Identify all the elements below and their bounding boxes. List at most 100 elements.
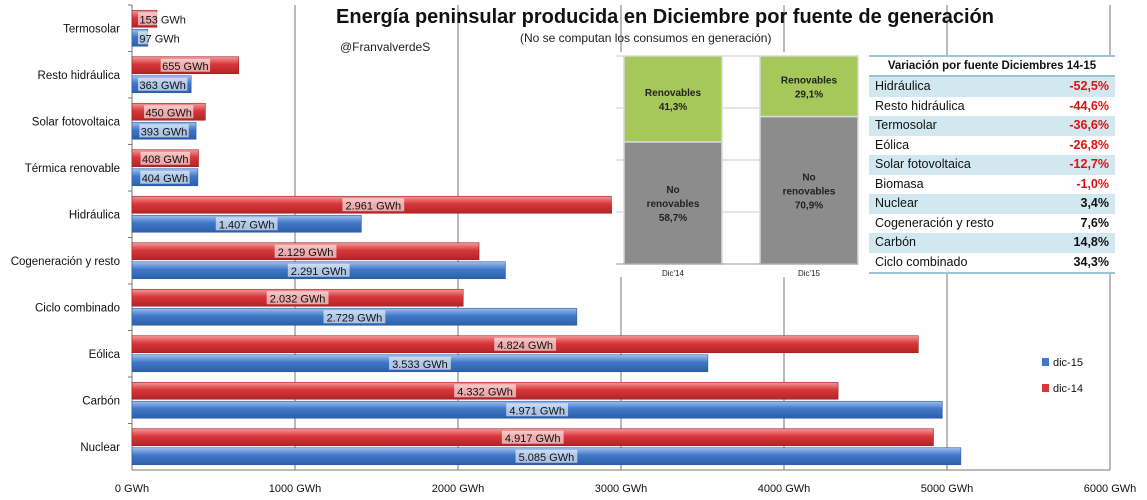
data-label-bg bbox=[143, 105, 194, 119]
row-value: -52,5% bbox=[1069, 79, 1109, 93]
data-label-bg bbox=[323, 310, 386, 324]
category-label: Solar fotovoltaica bbox=[32, 116, 121, 128]
data-label: 408 GWh bbox=[142, 154, 188, 166]
table-row: Hidráulica -52,5% bbox=[869, 77, 1115, 97]
table-row: Resto hidráulica -44,6% bbox=[869, 97, 1115, 117]
row-label: Resto hidráulica bbox=[875, 98, 965, 113]
legend-label: dic-15 bbox=[1053, 357, 1083, 369]
data-label-bg bbox=[140, 151, 190, 165]
row-value: 34,3% bbox=[1073, 254, 1109, 269]
row-value: 7,6% bbox=[1080, 215, 1110, 230]
inset-segment-label: No bbox=[802, 172, 815, 183]
chart-title: Energía peninsular producida en Diciembr… bbox=[336, 6, 994, 28]
table-row: Eólica -26,8% bbox=[869, 136, 1115, 156]
row-value: 14,8% bbox=[1073, 235, 1109, 249]
table-row: Carbón 14,8% bbox=[869, 233, 1115, 253]
table-title: Variación por fuente Diciembres 14-15 bbox=[869, 55, 1115, 77]
legend-swatch bbox=[1042, 358, 1049, 366]
data-label: 97 GWh bbox=[139, 33, 179, 45]
inset-segment-label: renovables bbox=[783, 186, 836, 197]
inset-segment-label: renovables bbox=[647, 199, 700, 210]
table-row: Solar fotovoltaica -12,7% bbox=[869, 155, 1115, 175]
variation-table: Variación por fuente Diciembres 14-15 Hi… bbox=[869, 55, 1115, 274]
data-label: 2.961 GWh bbox=[346, 200, 402, 212]
row-value: 3,4% bbox=[1080, 196, 1110, 210]
row-value: -44,6% bbox=[1069, 98, 1109, 113]
data-label-bg bbox=[342, 198, 405, 212]
category-label: Ciclo combinado bbox=[35, 302, 120, 314]
inset-segment-label: 29,1% bbox=[795, 89, 823, 100]
data-label: 450 GWh bbox=[145, 107, 191, 119]
row-value: -26,8% bbox=[1069, 137, 1109, 152]
inset-segment-label: 70,9% bbox=[795, 200, 823, 211]
data-label: 3.533 GWh bbox=[392, 359, 448, 371]
category-label: Resto hidráulica bbox=[38, 70, 121, 82]
data-label: 4.917 GWh bbox=[505, 433, 561, 445]
data-label: 4.824 GWh bbox=[497, 340, 553, 352]
data-label-bg bbox=[215, 217, 278, 231]
row-value: -36,6% bbox=[1069, 118, 1109, 132]
inset-category-label: Dic'14 bbox=[662, 269, 685, 277]
author-handle: @FranvalverdeS bbox=[340, 40, 431, 54]
x-tick-label: 2000 GWh bbox=[432, 483, 485, 495]
legend-swatch bbox=[1042, 384, 1049, 392]
row-value: -12,7% bbox=[1069, 157, 1109, 171]
data-label-bg bbox=[494, 337, 557, 351]
inset-bar-segment bbox=[623, 55, 723, 143]
data-label: 153 GWh bbox=[139, 14, 185, 26]
inset-segment-label: 41,3% bbox=[659, 102, 687, 113]
row-label: Cogeneración y resto bbox=[875, 215, 994, 230]
data-label: 4.971 GWh bbox=[509, 405, 565, 417]
data-label: 393 GWh bbox=[141, 126, 187, 138]
row-label: Biomasa bbox=[875, 176, 924, 191]
inset-segment-label: No bbox=[666, 185, 679, 196]
table-row: Biomasa -1,0% bbox=[869, 175, 1115, 195]
data-label-bg bbox=[266, 291, 329, 305]
table-row: Cogeneración y resto 7,6% bbox=[869, 214, 1115, 234]
table-row: Termosolar -36,6% bbox=[869, 116, 1115, 136]
x-tick-label: 1000 GWh bbox=[269, 483, 322, 495]
data-label-bg bbox=[515, 449, 578, 463]
row-label: Termosolar bbox=[875, 118, 937, 132]
data-label-bg bbox=[274, 244, 337, 258]
data-label-bg bbox=[139, 124, 189, 138]
data-label-bg bbox=[506, 403, 569, 417]
row-value: -1,0% bbox=[1076, 176, 1109, 191]
data-label: 2.291 GWh bbox=[291, 266, 347, 278]
row-label: Solar fotovoltaica bbox=[875, 157, 971, 171]
category-label: Eólica bbox=[89, 349, 121, 361]
data-label: 655 GWh bbox=[162, 61, 208, 73]
inset-category-label: Dic'15 bbox=[798, 269, 821, 277]
row-label: Carbón bbox=[875, 235, 916, 249]
data-label: 1.407 GWh bbox=[219, 219, 275, 231]
data-label: 404 GWh bbox=[142, 173, 188, 185]
category-label: Térmica renovable bbox=[25, 163, 120, 175]
data-label: 2.129 GWh bbox=[278, 247, 334, 259]
category-label: Hidráulica bbox=[69, 209, 121, 221]
inset-bar-segment bbox=[759, 55, 859, 118]
x-tick-label: 6000 GWh bbox=[1084, 483, 1137, 495]
category-label: Carbón bbox=[82, 395, 120, 407]
table-row: Ciclo combinado 34,3% bbox=[869, 253, 1115, 273]
inset-bar-segment bbox=[759, 115, 859, 265]
data-label-bg bbox=[138, 31, 182, 45]
row-label: Nuclear bbox=[875, 196, 919, 210]
x-tick-label: 3000 GWh bbox=[595, 483, 648, 495]
data-label-bg bbox=[138, 77, 188, 91]
inset-segment-label: Renovables bbox=[781, 75, 838, 86]
data-label-bg bbox=[389, 356, 451, 370]
data-label-bg bbox=[501, 430, 564, 444]
inset-segment-label: 58,7% bbox=[659, 213, 687, 224]
x-tick-label: 0 GWh bbox=[115, 483, 149, 495]
row-label: Eólica bbox=[875, 137, 910, 152]
category-label: Cogeneración y resto bbox=[11, 256, 120, 268]
x-tick-label: 5000 GWh bbox=[921, 483, 974, 495]
renewables-inset-chart: No renovables 58,7% Renovables 41,3% Dic'14 No… bbox=[612, 52, 862, 277]
data-label-bg bbox=[287, 263, 350, 277]
data-label: 2.729 GWh bbox=[327, 312, 383, 324]
data-label: 363 GWh bbox=[139, 80, 185, 92]
row-label: Hidráulica bbox=[875, 79, 931, 93]
table-row: Nuclear 3,4% bbox=[869, 194, 1115, 214]
